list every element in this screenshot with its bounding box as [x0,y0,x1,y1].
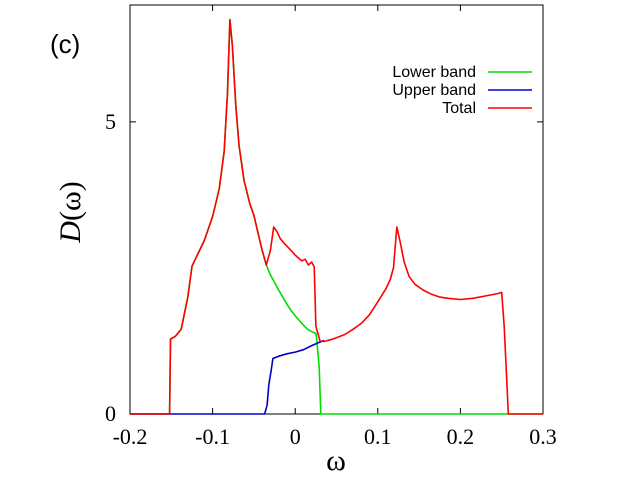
y-axis-title-symbol: D [54,221,87,244]
x-tick-label: 0.3 [529,424,557,449]
x-axis-title: ω [326,444,346,477]
series-lower-band-line [130,18,543,415]
series-lines [130,18,543,415]
y-axis-title: D(ω) [54,181,87,243]
y-axis-title-arg: (ω) [54,181,87,221]
legend: Lower band Upper band Total [392,64,532,117]
x-tick-label: 0 [290,424,301,449]
tick-labels: -0.2 -0.1 0 0.1 0.2 0.3 0 5 [105,109,557,449]
panel-label: (c) [50,29,80,59]
series-upper-band-line [130,339,325,415]
axis-ticks [129,5,544,415]
y-tick-label: 5 [105,109,116,134]
plot-frame [129,4,544,415]
x-tick-label: 0.2 [447,424,475,449]
x-tick-label: -0.1 [195,424,230,449]
legend-label-lower-band: Lower band [392,64,476,81]
legend-label-total: Total [442,100,476,117]
legend-label-upper-band: Upper band [392,82,476,99]
x-tick-label: -0.2 [113,424,148,449]
x-tick-label: 0.1 [364,424,392,449]
y-tick-label: 0 [105,401,116,426]
series-total-line [130,18,543,415]
